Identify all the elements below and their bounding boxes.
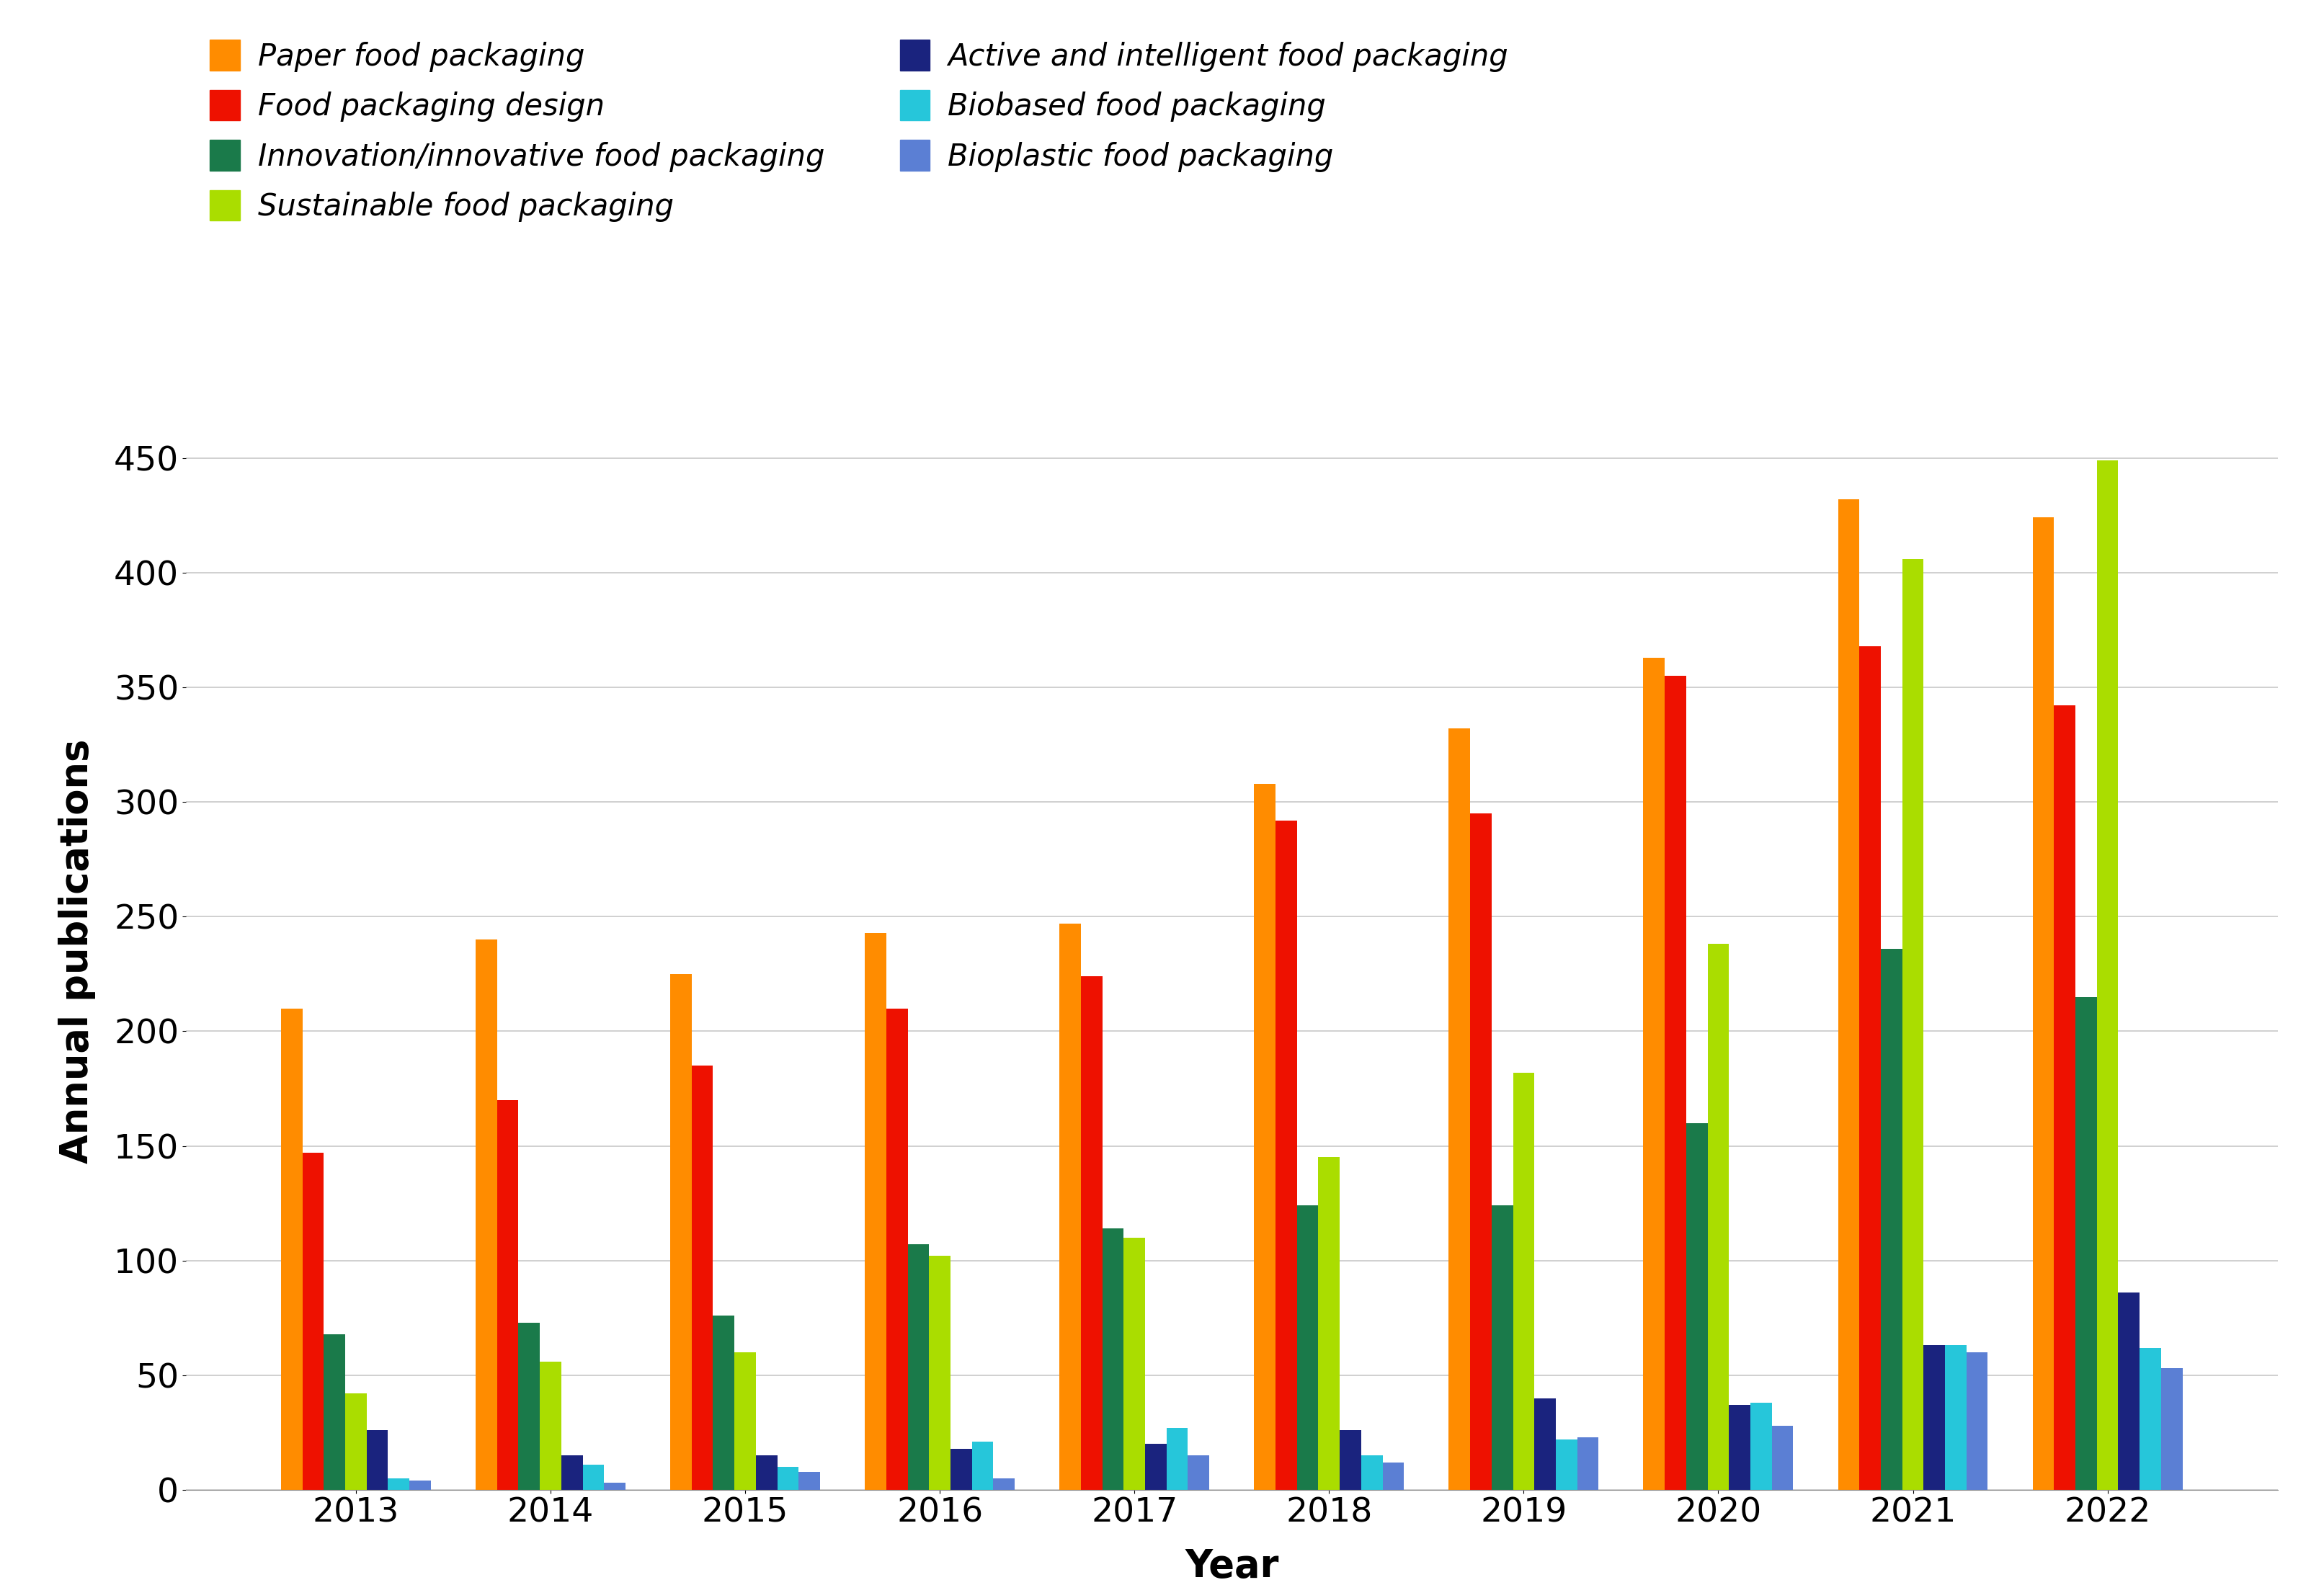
Bar (1771, 1425, 1794, 1490)
Bar (1729, 1404, 1750, 1490)
Bar (1060, 924, 1081, 1490)
Bar (1664, 675, 1687, 1490)
Bar (865, 932, 885, 1490)
Bar (951, 1449, 971, 1490)
Bar (1471, 813, 1492, 1490)
Bar (1945, 1346, 1966, 1490)
Bar (497, 1100, 518, 1490)
Bar (1146, 1444, 1167, 1490)
Bar (693, 1065, 713, 1490)
Bar (776, 1468, 799, 1490)
Bar (930, 1255, 951, 1490)
Bar (1125, 1238, 1146, 1490)
Y-axis label: Annual publications: Annual publications (58, 739, 95, 1163)
Bar (1448, 729, 1471, 1490)
Bar (755, 1455, 776, 1490)
Bar (669, 973, 693, 1490)
Bar (604, 1484, 625, 1490)
Bar (323, 1335, 346, 1490)
Bar (1578, 1438, 1599, 1490)
Bar (1901, 560, 1924, 1490)
Bar (1081, 976, 1102, 1490)
Bar (1167, 1428, 1188, 1490)
Bar (2117, 1293, 2140, 1490)
Bar (1966, 1352, 1987, 1490)
Bar (2096, 460, 2117, 1490)
Bar (2161, 1368, 2182, 1490)
Bar (1492, 1206, 1513, 1490)
Bar (2140, 1347, 2161, 1490)
Bar (1643, 658, 1664, 1490)
Bar (539, 1362, 562, 1490)
Legend: Paper food packaging, Food packaging design, Innovation/innovative food packagin: Paper food packaging, Food packaging des… (200, 30, 1518, 231)
Bar (1297, 1206, 1318, 1490)
Bar (1513, 1073, 1534, 1490)
Bar (1102, 1228, 1125, 1490)
Bar (1276, 821, 1297, 1490)
Bar (1555, 1439, 1578, 1490)
Bar (909, 1244, 930, 1490)
Bar (346, 1393, 367, 1490)
Bar (734, 1352, 755, 1490)
Bar (1687, 1124, 1708, 1490)
Bar (302, 1152, 323, 1490)
Bar (367, 1430, 388, 1490)
Bar (1534, 1398, 1555, 1490)
Bar (2054, 705, 2075, 1490)
Bar (2075, 997, 2096, 1490)
Bar (1383, 1463, 1404, 1490)
Bar (281, 1008, 302, 1490)
Bar (2033, 518, 2054, 1490)
Bar (518, 1322, 539, 1490)
Bar (1708, 945, 1729, 1490)
Bar (1924, 1346, 1945, 1490)
Bar (1859, 647, 1880, 1490)
Bar (583, 1465, 604, 1490)
Bar (1362, 1455, 1383, 1490)
Bar (1339, 1430, 1362, 1490)
Bar (1880, 949, 1901, 1490)
X-axis label: Year: Year (1185, 1547, 1278, 1585)
Bar (562, 1455, 583, 1490)
Bar (1255, 783, 1276, 1490)
Bar (799, 1471, 820, 1490)
Bar (476, 940, 497, 1490)
Bar (885, 1008, 909, 1490)
Bar (992, 1479, 1016, 1490)
Bar (713, 1316, 734, 1490)
Bar (1838, 499, 1859, 1490)
Bar (409, 1480, 430, 1490)
Bar (1318, 1157, 1339, 1490)
Bar (1188, 1455, 1208, 1490)
Bar (971, 1442, 992, 1490)
Bar (388, 1479, 409, 1490)
Bar (1750, 1403, 1771, 1490)
